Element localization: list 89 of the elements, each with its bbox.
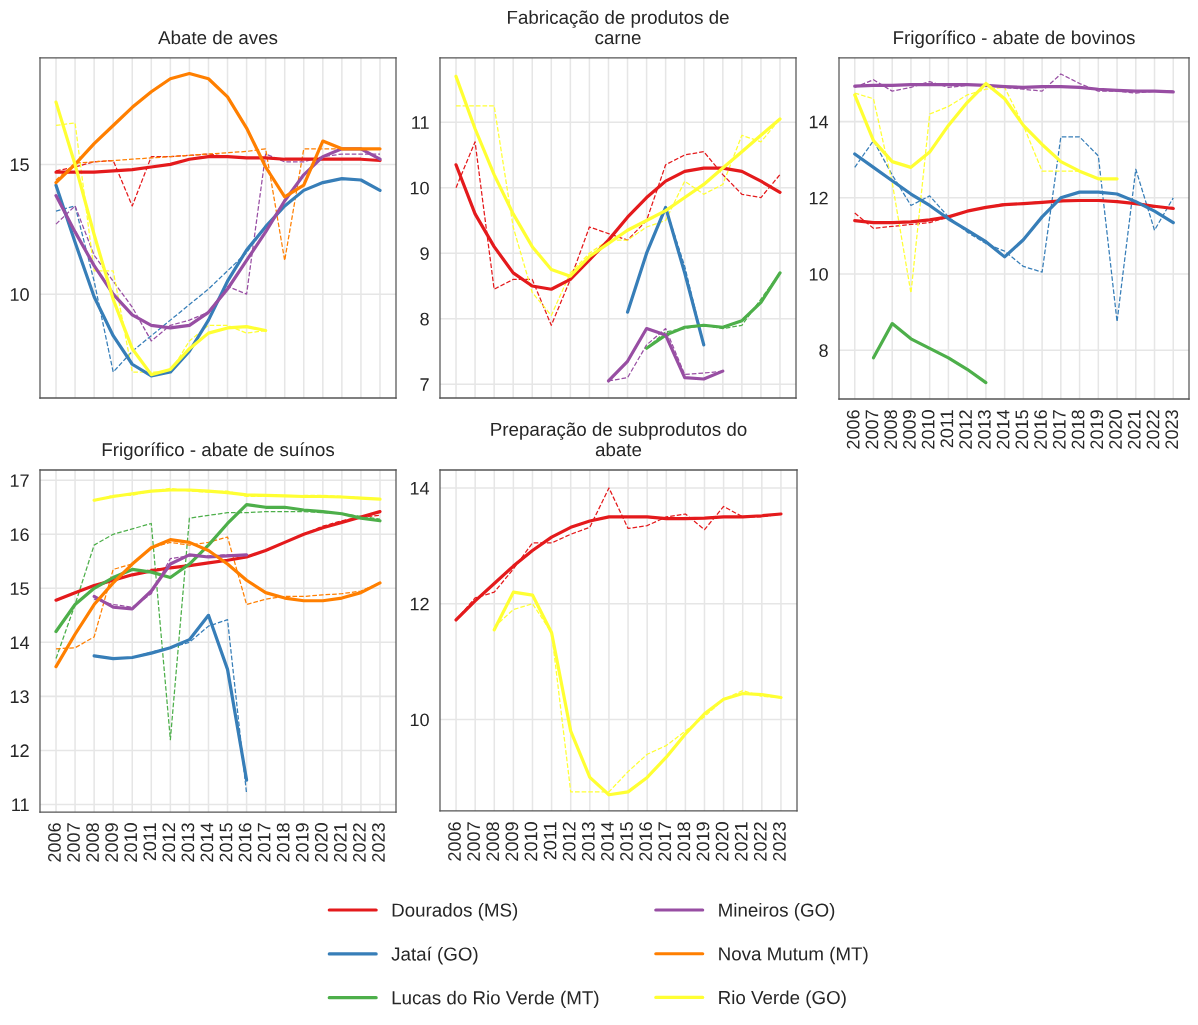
x-tick-label: 2020 — [715, 822, 729, 861]
x-tick-label: 2022 — [1146, 410, 1160, 449]
x-tick-label: 2016 — [639, 822, 653, 861]
line-series — [455, 141, 781, 326]
x-tick-label: 2020 — [314, 823, 328, 862]
x-tick-label: 2010 — [524, 822, 538, 861]
x-tick-label: 2019 — [1090, 410, 1104, 449]
y-tick-label: 10 — [410, 713, 429, 727]
x-tick-label: 2023 — [372, 823, 385, 862]
x-tick-label: 2012 — [959, 410, 973, 449]
x-tick-label: 2013 — [977, 410, 991, 449]
x-tick-label: 2018 — [276, 823, 290, 862]
x-tick-label: 2015 — [620, 822, 633, 861]
y-tick-label: 13 — [10, 690, 29, 704]
legend-label: Nova Mutum (MT) — [719, 946, 868, 965]
y-tick-label: 10 — [10, 288, 29, 301]
legend-label: Rio Verde (GO) — [719, 990, 846, 1008]
y-tick-label: 14 — [410, 482, 430, 495]
chart-title: Abate de aves — [158, 30, 278, 45]
x-tick-label: 2015 — [1015, 410, 1029, 449]
y-tick-label: 14 — [10, 636, 30, 649]
x-tick-label: 2017 — [257, 823, 271, 862]
y-tick-label: 8 — [819, 344, 828, 357]
chart-title: Preparação de subprodutos do abate — [491, 422, 747, 457]
x-tick-label: 2018 — [1071, 410, 1085, 449]
x-tick-label: 2019 — [295, 823, 309, 862]
x-tick-label: 2010 — [124, 823, 138, 862]
x-tick-label: 2016 — [1034, 410, 1047, 449]
y-tick-label: 12 — [809, 191, 828, 205]
x-tick-label: 2022 — [753, 822, 767, 861]
y-tick-label: 11 — [12, 798, 29, 811]
x-tick-label: 2016 — [238, 823, 252, 862]
x-tick-label: 2009 — [903, 410, 916, 449]
x-tick-label: 2020 — [1109, 410, 1122, 449]
x-tick-label: 2014 — [996, 409, 1010, 449]
chart-title: Frigorífico - abate de suínos — [102, 442, 335, 460]
y-tick-label: 10 — [809, 267, 828, 281]
y-tick-label: 9 — [420, 247, 429, 260]
y-tick-label: 17 — [10, 474, 29, 487]
x-tick-label: 2014 — [601, 821, 614, 861]
x-tick-label: 2008 — [884, 410, 898, 449]
legend-label: Jataí (GO) — [391, 946, 478, 965]
x-tick-label: 2023 — [773, 822, 786, 861]
x-tick-label: 2011 — [143, 823, 157, 861]
y-tick-label: 8 — [420, 312, 429, 326]
x-tick-label: 2009 — [505, 822, 519, 861]
x-tick-label: 2022 — [352, 823, 366, 862]
legend-label: Lucas do Rio Verde (MT) — [392, 990, 599, 1009]
x-tick-label: 2011 — [940, 410, 954, 448]
y-tick-label: 14 — [809, 115, 829, 129]
x-tick-label: 2007 — [67, 823, 80, 862]
x-tick-label: 2021 — [333, 823, 347, 862]
x-tick-label: 2007 — [865, 410, 879, 449]
x-tick-label: 2006 — [846, 410, 860, 449]
chart-title: Frigorífico - abate de bovinos — [894, 30, 1135, 48]
chart-title: Fabricação de produtos de carne — [508, 10, 729, 45]
x-tick-label: 2015 — [219, 823, 233, 862]
x-tick-label: 2012 — [162, 823, 176, 862]
x-tick-label: 2021 — [1127, 410, 1141, 449]
x-tick-label: 2006 — [48, 823, 61, 862]
legend-label: Dourados (MS) — [392, 902, 518, 921]
x-tick-label: 2008 — [486, 822, 500, 861]
x-tick-label: 2011 — [543, 822, 557, 860]
y-tick-label: 11 — [412, 116, 429, 129]
x-tick-label: 2009 — [105, 823, 119, 862]
x-tick-label: 2017 — [1052, 410, 1066, 449]
y-tick-label: 10 — [410, 181, 429, 195]
x-tick-label: 2014 — [200, 822, 214, 862]
x-tick-label: 2023 — [1165, 410, 1179, 449]
y-tick-label: 16 — [10, 528, 29, 542]
y-tick-label: 15 — [10, 582, 29, 596]
x-tick-label: 2010 — [921, 410, 935, 449]
x-tick-label: 2019 — [696, 822, 710, 861]
line-series — [854, 136, 1174, 323]
y-tick-label: 12 — [410, 597, 429, 611]
line-series — [871, 321, 988, 385]
x-tick-label: 2012 — [562, 822, 576, 861]
y-tick-label: 15 — [10, 158, 29, 172]
x-tick-label: 2013 — [581, 822, 595, 861]
x-tick-label: 2013 — [181, 823, 195, 862]
x-tick-label: 2021 — [734, 822, 748, 861]
x-tick-label: 2018 — [677, 822, 691, 861]
legend-label: Mineiros (GO) — [719, 902, 835, 921]
x-tick-label: 2017 — [658, 822, 672, 861]
x-tick-label: 2007 — [467, 822, 481, 861]
y-tick-label: 12 — [10, 744, 29, 757]
y-tick-label: 7 — [420, 378, 429, 391]
x-tick-label: 2006 — [448, 822, 461, 861]
x-tick-label: 2008 — [86, 823, 99, 862]
